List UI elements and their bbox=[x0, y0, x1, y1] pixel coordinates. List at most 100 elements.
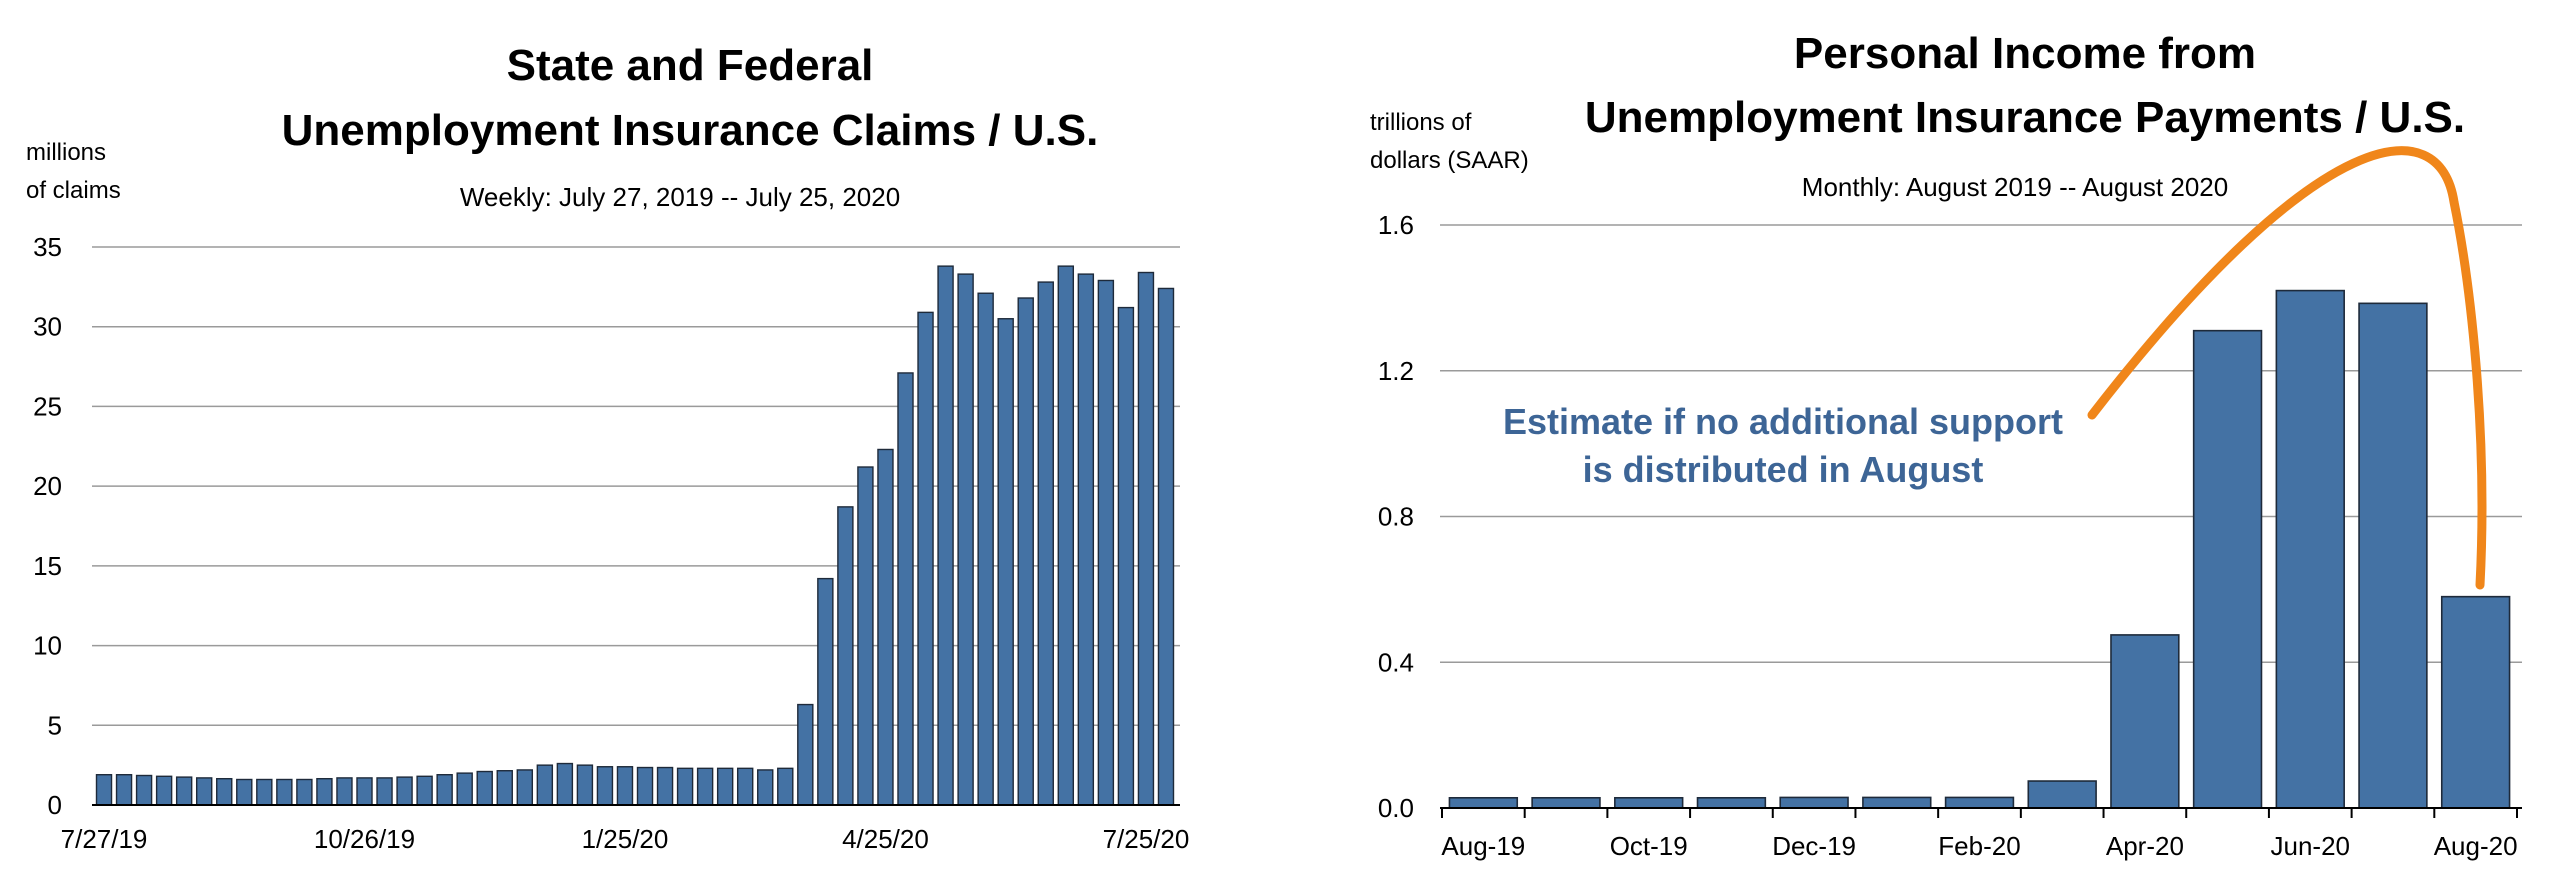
income-y-tick-label: 0.4 bbox=[1378, 647, 1414, 677]
claims-bar bbox=[396, 776, 413, 806]
claims-bar bbox=[1037, 281, 1054, 806]
annotation-line1: Estimate if no additional support bbox=[1503, 401, 2063, 442]
income-bar bbox=[1448, 796, 1519, 809]
claims-bar bbox=[175, 776, 193, 806]
income-title-line1: Personal Income from bbox=[1794, 29, 2256, 78]
claims-bar bbox=[556, 762, 574, 806]
claims-bar bbox=[1117, 306, 1135, 806]
claims-bar bbox=[736, 767, 754, 806]
income-y-tick-labels: 0.0 0.4 0.8 1.2 1.6 bbox=[1378, 210, 1414, 823]
claims-bar bbox=[356, 777, 373, 806]
claims-bar bbox=[1157, 287, 1175, 806]
claims-title-line2: Unemployment Insurance Claims / U.S. bbox=[282, 106, 1099, 155]
income-bar bbox=[1944, 796, 2015, 809]
income-x-tick-label: Jun-20 bbox=[2271, 831, 2351, 861]
income-bar bbox=[2110, 634, 2180, 809]
claims-bar bbox=[1017, 297, 1034, 806]
claims-bar bbox=[937, 265, 954, 806]
annotation-line2: is distributed in August bbox=[1583, 449, 1984, 490]
claims-bar bbox=[416, 775, 433, 806]
claims-bar bbox=[536, 764, 554, 806]
claims-y-tick-label: 0 bbox=[48, 790, 62, 820]
income-bar bbox=[1779, 796, 1849, 809]
claims-bar bbox=[676, 767, 694, 806]
claims-y-tick-label: 15 bbox=[33, 551, 62, 581]
income-x-tick-label: Oct-19 bbox=[1610, 831, 1688, 861]
income-x-axis-ticks bbox=[1441, 808, 2518, 818]
income-bar bbox=[1696, 796, 1767, 809]
claims-x-tick-label: 4/25/20 bbox=[842, 824, 929, 854]
claims-bars bbox=[95, 265, 1175, 806]
claims-bar bbox=[977, 292, 994, 806]
income-x-tick-labels: Aug-19 Oct-19 Dec-19 Feb-20 Apr-20 Jun-20 Aug-… bbox=[1441, 831, 2517, 861]
claims-x-tick-label: 7/27/19 bbox=[61, 824, 148, 854]
claims-gridlines bbox=[92, 246, 1180, 727]
claims-bar bbox=[496, 770, 513, 806]
claims-subtitle: Weekly: July 27, 2019 -- July 25, 2020 bbox=[460, 182, 900, 212]
claims-y-tick-label: 30 bbox=[33, 312, 62, 342]
claims-y-tick-label: 5 bbox=[48, 710, 62, 740]
claims-bar bbox=[316, 777, 333, 806]
income-y-tick-label: 0.0 bbox=[1378, 793, 1414, 823]
claims-bar bbox=[757, 769, 774, 806]
claims-bar bbox=[436, 774, 453, 806]
claims-bar bbox=[1057, 265, 1075, 806]
claims-bar bbox=[897, 372, 914, 806]
income-x-tick-label: Aug-19 bbox=[1441, 831, 1525, 861]
claims-bar bbox=[696, 767, 714, 806]
claims-bar bbox=[817, 577, 834, 806]
claims-bar bbox=[837, 506, 854, 806]
claims-bar bbox=[1137, 271, 1155, 806]
claims-bar bbox=[1077, 273, 1095, 806]
claims-x-tick-label: 7/25/20 bbox=[1103, 824, 1190, 854]
claims-x-tick-label: 1/25/20 bbox=[582, 824, 669, 854]
income-bar bbox=[2358, 302, 2428, 809]
claims-chart: State and Federal Unemployment Insurance… bbox=[26, 41, 1189, 854]
income-bar bbox=[1614, 796, 1684, 809]
claims-bar bbox=[596, 766, 614, 806]
income-ylabel-line2: dollars (SAAR) bbox=[1370, 147, 1529, 174]
claims-bar bbox=[95, 774, 113, 806]
ui-income-chart: Personal Income from Unemployment Insura… bbox=[1370, 29, 2522, 861]
claims-bar bbox=[917, 311, 934, 806]
income-bar bbox=[1531, 796, 1601, 809]
claims-bar bbox=[576, 764, 594, 806]
claims-bar bbox=[656, 766, 674, 806]
claims-bar bbox=[636, 766, 654, 806]
claims-bar bbox=[216, 777, 233, 806]
claims-bar bbox=[256, 778, 273, 806]
claims-bar bbox=[135, 774, 153, 806]
income-bar bbox=[2192, 329, 2263, 809]
claims-bar bbox=[957, 273, 974, 806]
income-title-line2: Unemployment Insurance Payments / U.S. bbox=[1585, 93, 2465, 142]
claims-ylabel-line2: of claims bbox=[26, 177, 121, 204]
claims-x-tick-label: 10/26/19 bbox=[314, 824, 415, 854]
income-y-tick-label: 0.8 bbox=[1378, 502, 1414, 532]
claims-y-tick-label: 20 bbox=[33, 471, 62, 501]
claims-bar bbox=[296, 778, 313, 806]
income-x-tick-label: Dec-19 bbox=[1772, 831, 1856, 861]
claims-bar bbox=[516, 769, 534, 806]
income-ylabel-line1: trillions of bbox=[1370, 109, 1472, 136]
claims-ylabel-line1: millions bbox=[26, 139, 106, 166]
claims-y-tick-label: 10 bbox=[33, 631, 62, 661]
income-bar bbox=[2275, 289, 2345, 809]
income-y-tick-label: 1.6 bbox=[1378, 210, 1414, 240]
claims-bar bbox=[115, 774, 133, 806]
claims-bar bbox=[336, 777, 353, 806]
claims-bar bbox=[155, 775, 173, 806]
claims-bar bbox=[195, 777, 213, 806]
claims-bar bbox=[716, 767, 734, 806]
income-bars bbox=[1448, 289, 2511, 809]
claims-y-tick-labels: 0 5 10 15 20 25 30 35 bbox=[33, 232, 62, 820]
claims-y-tick-label: 35 bbox=[33, 232, 62, 262]
claims-title-line1: State and Federal bbox=[507, 41, 874, 90]
claims-bar bbox=[997, 318, 1014, 806]
claims-bar bbox=[797, 703, 814, 806]
income-subtitle: Monthly: August 2019 -- August 2020 bbox=[1802, 172, 2228, 202]
claims-bar bbox=[236, 778, 253, 806]
income-y-tick-label: 1.2 bbox=[1378, 356, 1414, 386]
income-bar bbox=[1862, 796, 1932, 809]
claims-bar bbox=[616, 766, 634, 806]
